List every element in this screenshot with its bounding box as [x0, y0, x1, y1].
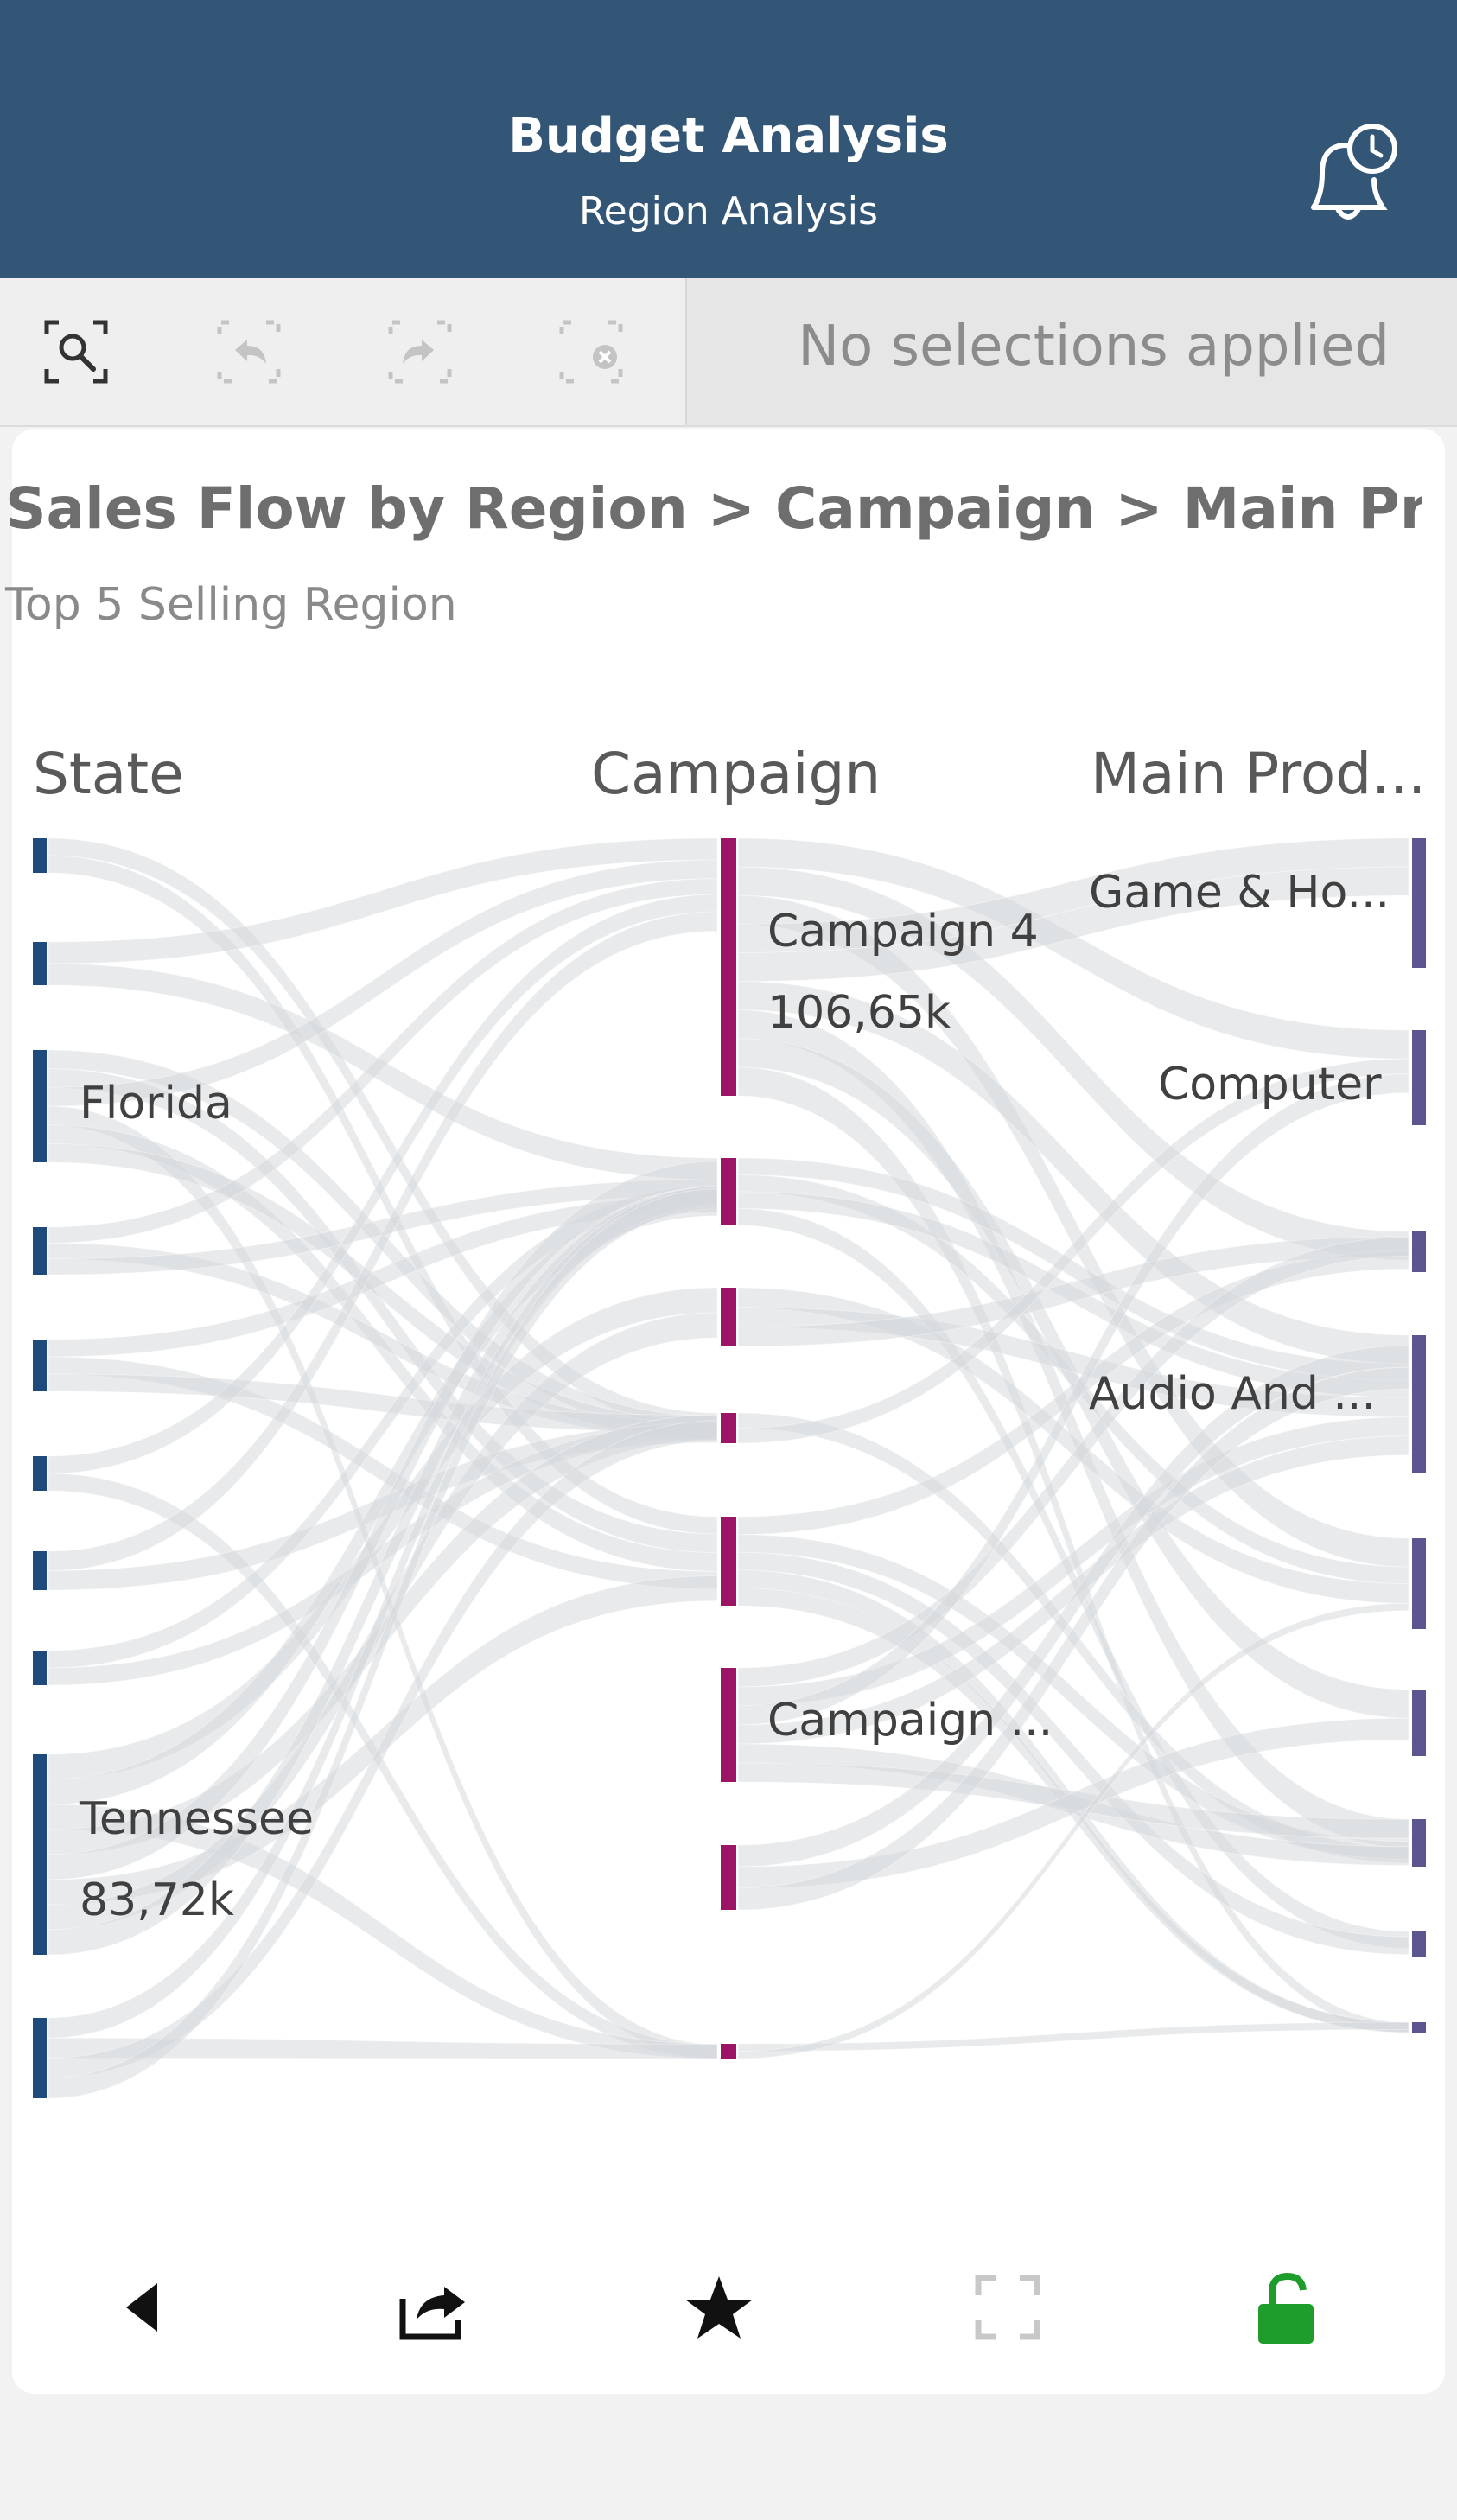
sankey-link — [48, 1186, 718, 1956]
sankey-node-value: 83,72k — [80, 1874, 234, 1926]
sankey-node-label: Audio And ... — [1089, 1368, 1376, 1420]
sankey-link — [737, 1366, 1409, 1911]
sankey-node[interactable] — [721, 1517, 736, 1606]
chart-card — [12, 429, 1445, 2394]
sankey-node[interactable] — [1412, 838, 1426, 968]
bookmark-button[interactable] — [676, 2264, 762, 2351]
sankey-link — [737, 837, 1409, 953]
sankey-node[interactable] — [1412, 1538, 1426, 1629]
back-button[interactable] — [100, 2264, 187, 2351]
sankey-link — [737, 1345, 1409, 1868]
sankey-link — [48, 1161, 718, 1880]
sankey-node[interactable] — [1412, 1335, 1426, 1473]
column-header-main-product: Main Prod... — [1091, 741, 1426, 807]
smart-search-icon — [44, 320, 108, 384]
sankey-node[interactable] — [721, 1668, 736, 1782]
smart-search-button[interactable] — [43, 319, 109, 385]
selection-back-icon — [217, 320, 281, 384]
app-title: Budget Analysis — [508, 108, 949, 164]
app-header: Budget Analysis Region Analysis — [0, 0, 1457, 278]
sankey-node[interactable] — [33, 1340, 47, 1391]
sankey-node[interactable] — [721, 1413, 736, 1443]
selections-toolbar: No selections applied — [0, 278, 1457, 427]
clear-selections-icon — [559, 320, 623, 384]
sankey-link — [737, 1073, 1409, 1726]
column-header-campaign: Campaign — [591, 741, 881, 807]
clear-selections-button[interactable] — [558, 319, 624, 385]
sankey-node-label: Computer — [1158, 1059, 1382, 1110]
sankey-link — [737, 2021, 1409, 2052]
unlock-icon — [1258, 2272, 1314, 2344]
sankey-node[interactable] — [1412, 1931, 1426, 1957]
sankey-node[interactable] — [1412, 1231, 1426, 1272]
sankey-labels: Florida Tennessee 83,72k Campaign 4 106,65k C… — [79, 867, 1390, 1926]
selections-bar[interactable]: No selections applied — [685, 278, 1457, 425]
alerts-button[interactable] — [1288, 112, 1409, 233]
sankey-link — [48, 2037, 718, 2059]
sankey-node-label: Game & Ho... — [1089, 867, 1390, 919]
step-forward-button[interactable] — [387, 319, 453, 385]
sankey-node-value: 106,65k — [767, 987, 951, 1039]
sankey-node[interactable] — [33, 1227, 47, 1275]
selection-status: No selections applied — [798, 315, 1390, 379]
sankey-link — [48, 1188, 718, 2099]
sankey-node[interactable] — [33, 942, 47, 985]
sankey-link — [48, 1190, 718, 1805]
selection-forward-icon — [388, 320, 452, 384]
sankey-node[interactable] — [33, 1754, 47, 1955]
sankey-link — [48, 1420, 718, 2079]
share-icon — [399, 2287, 465, 2340]
sankey-node[interactable] — [1412, 1030, 1426, 1125]
sankey-node-label: Campaign ... — [767, 1695, 1053, 1747]
fullscreen-button[interactable] — [964, 2264, 1051, 2351]
sankey-node[interactable] — [33, 838, 47, 873]
sankey-node[interactable] — [1412, 1690, 1426, 1756]
column-header-state: State — [33, 741, 184, 807]
sheet-title: Region Analysis — [579, 189, 878, 233]
sankey-node[interactable] — [33, 1551, 47, 1590]
bookmark-star-icon — [685, 2276, 753, 2339]
sankey-link — [737, 866, 1409, 983]
sankey-node[interactable] — [33, 1651, 47, 1685]
sankey-nodes — [33, 838, 1426, 2098]
sankey-node[interactable] — [721, 1845, 736, 1910]
chart-subtitle: Top 5 Selling Region — [5, 579, 457, 631]
sankey-node[interactable] — [33, 1050, 47, 1162]
back-icon — [126, 2283, 157, 2332]
sankey-chart[interactable]: Florida Tennessee 83,72k Campaign 4 106,65k C… — [0, 0, 1457, 2160]
sankey-node[interactable] — [721, 1288, 736, 1346]
sankey-node-label: Florida — [80, 1078, 232, 1130]
share-button[interactable] — [389, 2264, 475, 2351]
sankey-node[interactable] — [721, 838, 736, 1096]
sankey-node[interactable] — [721, 2044, 736, 2059]
sankey-link — [737, 1435, 1409, 1745]
sankey-node-label: Campaign 4 — [767, 906, 1039, 958]
sankey-link — [737, 1058, 1409, 1444]
sankey-node[interactable] — [1412, 2022, 1426, 2033]
sankey-node[interactable] — [33, 2018, 47, 2098]
sankey-link — [737, 1717, 1409, 1889]
sankey-link — [48, 911, 718, 1572]
sankey-node[interactable] — [721, 1158, 736, 1225]
sankey-link — [737, 1174, 1409, 1585]
sankey-link — [737, 1602, 1409, 2059]
sankey-node-label: Tennessee — [79, 1793, 314, 1845]
sankey-node[interactable] — [33, 1456, 47, 1491]
step-back-button[interactable] — [216, 319, 282, 385]
unlock-button[interactable] — [1243, 2264, 1329, 2351]
bell-clock-icon — [1311, 124, 1397, 220]
fullscreen-icon — [975, 2275, 1040, 2340]
sankey-node[interactable] — [1412, 1819, 1426, 1867]
chart-title: Sales Flow by Region > Campaign > Main P… — [5, 475, 1422, 542]
sankey-links — [48, 837, 1409, 2099]
